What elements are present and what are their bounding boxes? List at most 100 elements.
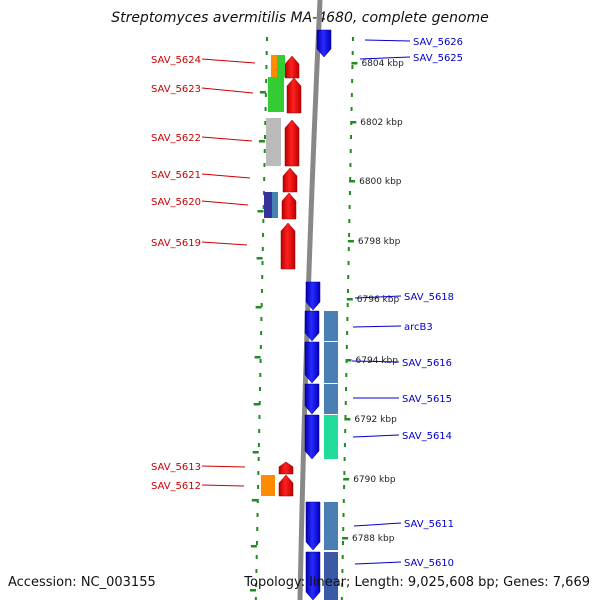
guide-dot [351, 65, 354, 69]
guide-dot [255, 555, 258, 559]
reverse-gene-arrow [305, 501, 321, 551]
guide-dot [264, 135, 267, 139]
guide-dot [256, 499, 259, 503]
scale-tick [342, 537, 349, 540]
guide-dot [261, 275, 264, 279]
minor-tick [253, 403, 260, 406]
leader-line [354, 295, 402, 299]
guide-dot [257, 485, 260, 489]
scale-tick-label: 6790 kbp [353, 475, 396, 485]
guide-dot [349, 163, 352, 167]
guide-dot [261, 247, 264, 251]
leader-line [201, 87, 254, 94]
leader-line [201, 136, 253, 142]
category-block [324, 384, 338, 414]
guide-dot [262, 191, 265, 195]
guide-dot [350, 135, 353, 139]
category-block [261, 475, 275, 496]
leader-line [201, 241, 248, 246]
scale-tick [351, 62, 358, 65]
minor-tick [251, 499, 258, 502]
guide-dot [255, 569, 258, 573]
scale-tick-label: 6798 kbp [358, 237, 401, 247]
scale-tick-label: 6794 kbp [356, 356, 399, 366]
guide-dot [264, 107, 267, 111]
scale-tick-label: 6788 kbp [352, 534, 395, 544]
guide-dot [346, 317, 349, 321]
guide-dot [342, 527, 345, 531]
forward-gene-arrow [284, 119, 300, 167]
guide-dot [341, 541, 344, 545]
forward-gene-arrow [281, 192, 297, 220]
guide-dot [260, 317, 263, 321]
forward-gene-arrow [284, 55, 300, 79]
gene-label-right: SAV_5626 [413, 37, 463, 48]
gene-label-right: SAV_5615 [402, 394, 452, 405]
minor-tick [259, 91, 266, 94]
guide-dot [346, 303, 349, 307]
guide-dot [262, 205, 265, 209]
guide-dot [264, 121, 267, 125]
guide-dot [346, 331, 349, 335]
reverse-gene-arrow [305, 551, 321, 600]
guide-dot [344, 429, 347, 433]
gene-label-left: SAV_5613 [151, 462, 201, 473]
category-block [266, 118, 281, 166]
leader-line [354, 561, 402, 565]
guide-dot [260, 289, 263, 293]
category-block [324, 311, 338, 341]
guide-dot [343, 471, 346, 475]
gene-label-right: SAV_5618 [404, 292, 454, 303]
guide-dot [343, 485, 346, 489]
gene-label-left: SAV_5622 [151, 133, 201, 144]
guide-dot [342, 499, 345, 503]
minor-tick [250, 589, 256, 592]
gene-label-right: SAV_5625 [413, 53, 463, 64]
gene-label-right: SAV_5610 [404, 558, 454, 569]
leader-line [201, 465, 246, 468]
guide-dot [343, 457, 346, 461]
category-block [272, 192, 278, 218]
guide-dot [341, 583, 344, 587]
guide-dot [256, 513, 259, 517]
scale-tick [349, 180, 356, 183]
guide-dot [265, 79, 268, 83]
reverse-gene-arrow [304, 341, 320, 384]
scale-tick-label: 6804 kbp [361, 59, 404, 69]
guide-dot [340, 597, 343, 600]
guide-dot [341, 569, 344, 573]
minor-tick [252, 451, 259, 454]
scale-tick [343, 478, 350, 481]
guide-dot [263, 177, 266, 181]
guide-dot [345, 373, 348, 377]
gene-label-right: SAV_5614 [402, 431, 452, 442]
guide-dot [350, 107, 353, 111]
scale-tick [350, 121, 357, 124]
reverse-gene-arrow [304, 414, 320, 460]
guide-dot [259, 387, 262, 391]
guide-dot [349, 177, 352, 181]
reverse-gene-arrow [316, 29, 332, 58]
guide-dot [259, 373, 262, 377]
category-block [277, 55, 285, 77]
guide-dot [263, 149, 266, 153]
gene-label-left: SAV_5620 [151, 197, 201, 208]
guide-dot [263, 163, 266, 167]
forward-gene-arrow [286, 77, 302, 114]
leader-line [353, 522, 402, 527]
guide-dot [348, 191, 351, 195]
scale-tick-label: 6802 kbp [360, 118, 403, 128]
guide-dot [260, 303, 263, 307]
guide-dot [258, 401, 261, 405]
guide-dot [347, 275, 350, 279]
guide-dot [259, 345, 262, 349]
scale-tick-label: 6792 kbp [354, 415, 397, 425]
gene-label-right: SAV_5616 [402, 358, 452, 369]
guide-dot [351, 37, 354, 41]
leader-line [201, 58, 256, 64]
minor-tick [256, 257, 263, 260]
minor-tick [257, 210, 264, 213]
guide-dot [348, 219, 351, 223]
category-block [264, 192, 272, 218]
